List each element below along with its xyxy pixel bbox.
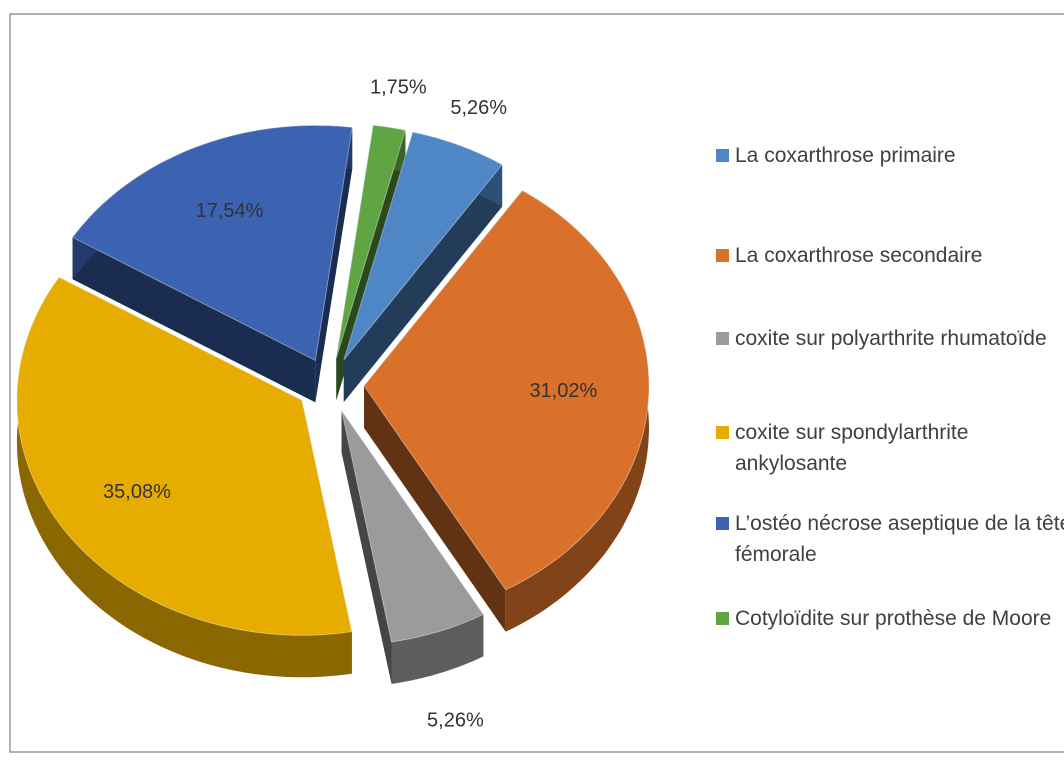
legend-item: Cotyloïdite sur prothèse de Moore: [716, 603, 1064, 634]
slice-cut: [315, 127, 353, 403]
legend-swatch: [716, 612, 729, 625]
data-label: 5,26%: [450, 97, 507, 119]
data-label: 35,08%: [103, 481, 171, 503]
legend-item: La coxarthrose secondaire: [716, 240, 1064, 271]
legend-swatch: [716, 149, 729, 162]
data-label: 1,75%: [370, 76, 427, 98]
data-label: 5,26%: [427, 709, 484, 731]
legend-label: La coxarthrose secondaire: [735, 244, 983, 267]
slice: [16, 276, 353, 636]
legend-item: coxite sur polyarthrite rhumatoïde: [716, 323, 1064, 354]
slice: [335, 124, 406, 359]
legend-swatch: [716, 249, 729, 262]
legend-item: coxite sur spondylarthrite ankylosante: [716, 417, 1064, 479]
data-label: 17,54%: [196, 200, 264, 222]
slice-cut: [364, 385, 506, 632]
legend-item: L’ostéo nécrose aseptique de la tête fém…: [716, 508, 1064, 570]
frame: [9, 13, 1064, 753]
slice-side: [391, 614, 484, 684]
data-label: 31,02%: [529, 380, 597, 402]
legend-swatch: [716, 332, 729, 345]
slice: [341, 410, 485, 643]
slice: [343, 131, 503, 361]
legend-label: Cotyloïdite sur prothèse de Moore: [735, 607, 1052, 630]
slice: [363, 189, 650, 591]
legend-label: La coxarthrose primaire: [735, 144, 956, 167]
legend-item: La coxarthrose primaire: [716, 140, 1064, 171]
slice-cut: [343, 164, 503, 403]
legend-label: L’ostéo nécrose aseptique de la tête fém…: [735, 512, 1064, 566]
slice-side: [16, 277, 352, 678]
legend-label: coxite sur spondylarthrite ankylosante: [735, 421, 969, 475]
legend-label: coxite sur polyarthrite rhumatoïde: [735, 327, 1047, 350]
slice-cut: [72, 237, 316, 403]
slice: [71, 124, 353, 362]
legend-swatch: [716, 517, 729, 530]
legend-swatch: [716, 426, 729, 439]
slice-cut: [341, 410, 392, 684]
